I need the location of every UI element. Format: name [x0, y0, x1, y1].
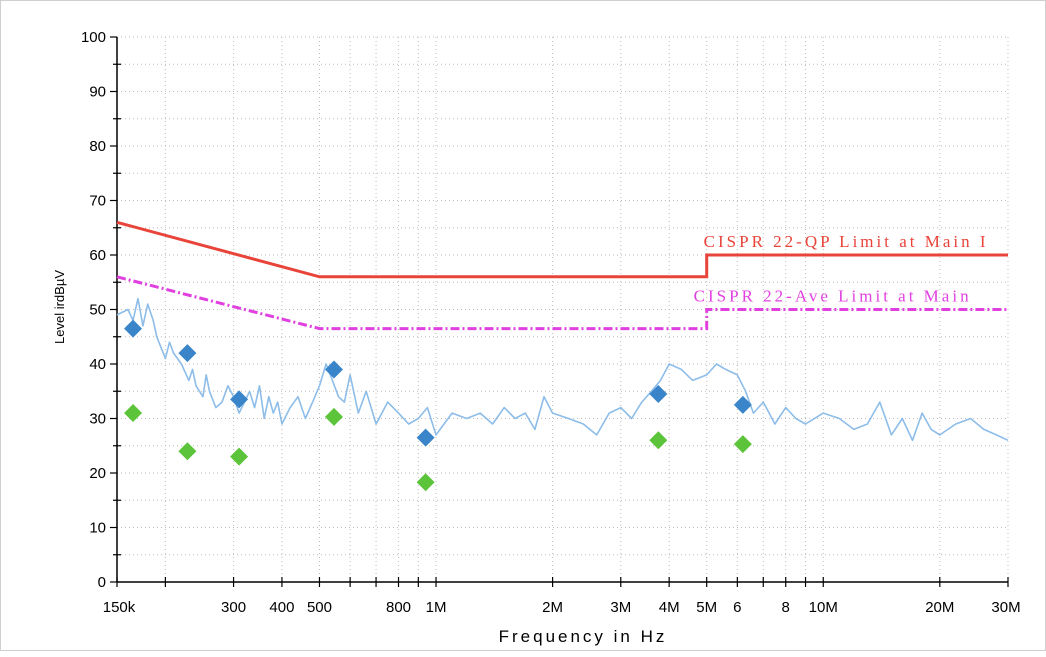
- y-tick-label: 50: [89, 302, 106, 319]
- axes: [110, 36, 1009, 587]
- x-tick-label: 6: [733, 599, 741, 616]
- x-tick-label: 3M: [610, 599, 631, 616]
- y-tick-label: 40: [89, 356, 106, 373]
- markers: [124, 319, 752, 492]
- qp-marker: [178, 344, 197, 363]
- x-tick-label: 30M: [991, 599, 1020, 616]
- qp-marker: [124, 319, 143, 338]
- y-tick-label: 20: [89, 465, 106, 482]
- qp-limit-label: CISPR 22-QP Limit at Main I: [704, 232, 989, 251]
- avg-marker: [178, 442, 197, 461]
- avg-marker: [230, 447, 249, 466]
- y-tick-labels: 0 10 20 30 40 50 60 70 80 90 100: [81, 29, 106, 591]
- qp-marker: [649, 384, 668, 403]
- x-tick-label: 500: [307, 599, 332, 616]
- y-tick-label: 100: [81, 29, 106, 46]
- avg-marker: [649, 431, 668, 450]
- avg-marker: [324, 407, 343, 426]
- x-tick-label: 10M: [809, 599, 838, 616]
- avg-marker: [733, 435, 752, 454]
- x-tick-label: 1M: [426, 599, 447, 616]
- y-tick-label: 10: [89, 520, 106, 537]
- qp-marker: [733, 395, 752, 414]
- x-tick-label: 5M: [696, 599, 717, 616]
- y-tick-label: 70: [89, 193, 106, 210]
- x-tick-label: 8: [782, 599, 790, 616]
- y-tick-label: 80: [89, 138, 106, 155]
- y-tick-label: 60: [89, 247, 106, 264]
- x-tick-label: 4M: [659, 599, 680, 616]
- avg-marker: [416, 473, 435, 492]
- y-tick-label: 30: [89, 411, 106, 428]
- y-axis-label: Level irdBµV: [52, 270, 67, 344]
- x-tick-label: 2M: [542, 599, 563, 616]
- x-tick-label: 150k: [103, 599, 136, 616]
- avg-limit-label: CISPR 22-Ave Limit at Main: [694, 287, 972, 306]
- x-tick-label: 20M: [925, 599, 954, 616]
- x-tick-label: 400: [269, 599, 294, 616]
- x-tick-label: 300: [221, 599, 246, 616]
- y-tick-label: 90: [89, 84, 106, 101]
- qp-marker: [324, 360, 343, 379]
- measurement-trace: [116, 297, 1009, 442]
- qp-limit-line: [116, 220, 1008, 279]
- x-tick-label: 800: [386, 599, 411, 616]
- qp-marker: [416, 428, 435, 447]
- avg-marker: [124, 404, 143, 423]
- avg-limit-line: [116, 275, 1008, 331]
- qp-marker: [230, 390, 249, 409]
- limit-lines: CISPR 22-QP Limit at Main I CISPR 22-Ave …: [116, 220, 1008, 331]
- x-tick-labels: 150k 300 400 500 800 1M 2M 3M 4M 5M 6 8 10M 20M 30M: [103, 599, 1021, 616]
- series: [116, 297, 1009, 442]
- x-axis-label: Frequency in Hz: [499, 627, 668, 646]
- y-tick-label: 0: [98, 574, 106, 591]
